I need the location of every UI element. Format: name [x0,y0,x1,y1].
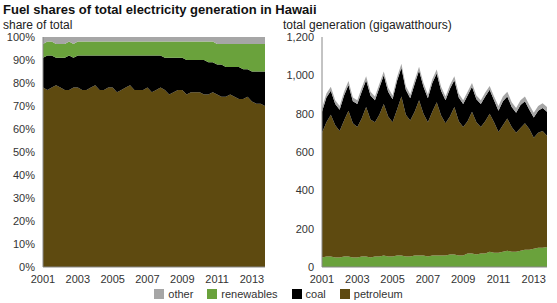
svg-text:10%: 10% [13,238,35,250]
svg-text:2007: 2007 [416,273,440,285]
svg-text:200: 200 [296,223,314,235]
svg-text:2009: 2009 [170,273,194,285]
svg-text:100%: 100% [8,32,35,43]
svg-text:2011: 2011 [487,273,511,285]
svg-text:0%: 0% [19,261,35,273]
svg-text:2013: 2013 [240,273,264,285]
svg-text:90%: 90% [13,54,35,66]
svg-text:50%: 50% [13,146,35,158]
svg-text:600: 600 [296,146,314,158]
svg-text:2001: 2001 [31,273,55,285]
svg-text:2009: 2009 [451,273,475,285]
svg-text:2011: 2011 [205,273,229,285]
svg-text:1,200: 1,200 [286,32,314,43]
svg-text:60%: 60% [13,123,35,135]
html-text:total generation (gigawatthour: total generation (gigawatthours) [283,18,452,32]
svg-text:400: 400 [296,184,314,196]
svg-text:800: 800 [296,108,314,120]
svg-text:2005: 2005 [100,273,124,285]
svg-text:20%: 20% [13,215,35,227]
svg-text:2003: 2003 [66,273,90,285]
html-text:Fuel shares of total electrici: Fuel shares of total electricity generat… [3,2,317,17]
svg-text:2007: 2007 [135,273,159,285]
svg-text:1,000: 1,000 [286,69,314,81]
svg-text:40%: 40% [13,169,35,181]
svg-text:80%: 80% [13,77,35,89]
html-text:other: other [168,288,194,300]
svg-text:30%: 30% [13,192,35,204]
html-text:petroleum: petroleum [353,288,403,300]
svg-text:2001: 2001 [310,273,334,285]
html-text:coal: coal [305,288,326,300]
svg-text:2013: 2013 [522,273,546,285]
svg-text:0: 0 [308,261,314,273]
svg-text:70%: 70% [13,100,35,112]
svg-text:2005: 2005 [380,273,404,285]
html-text:share of total: share of total [3,18,73,32]
svg-text:2003: 2003 [345,273,369,285]
html-text:renewables: renewables [221,288,278,300]
